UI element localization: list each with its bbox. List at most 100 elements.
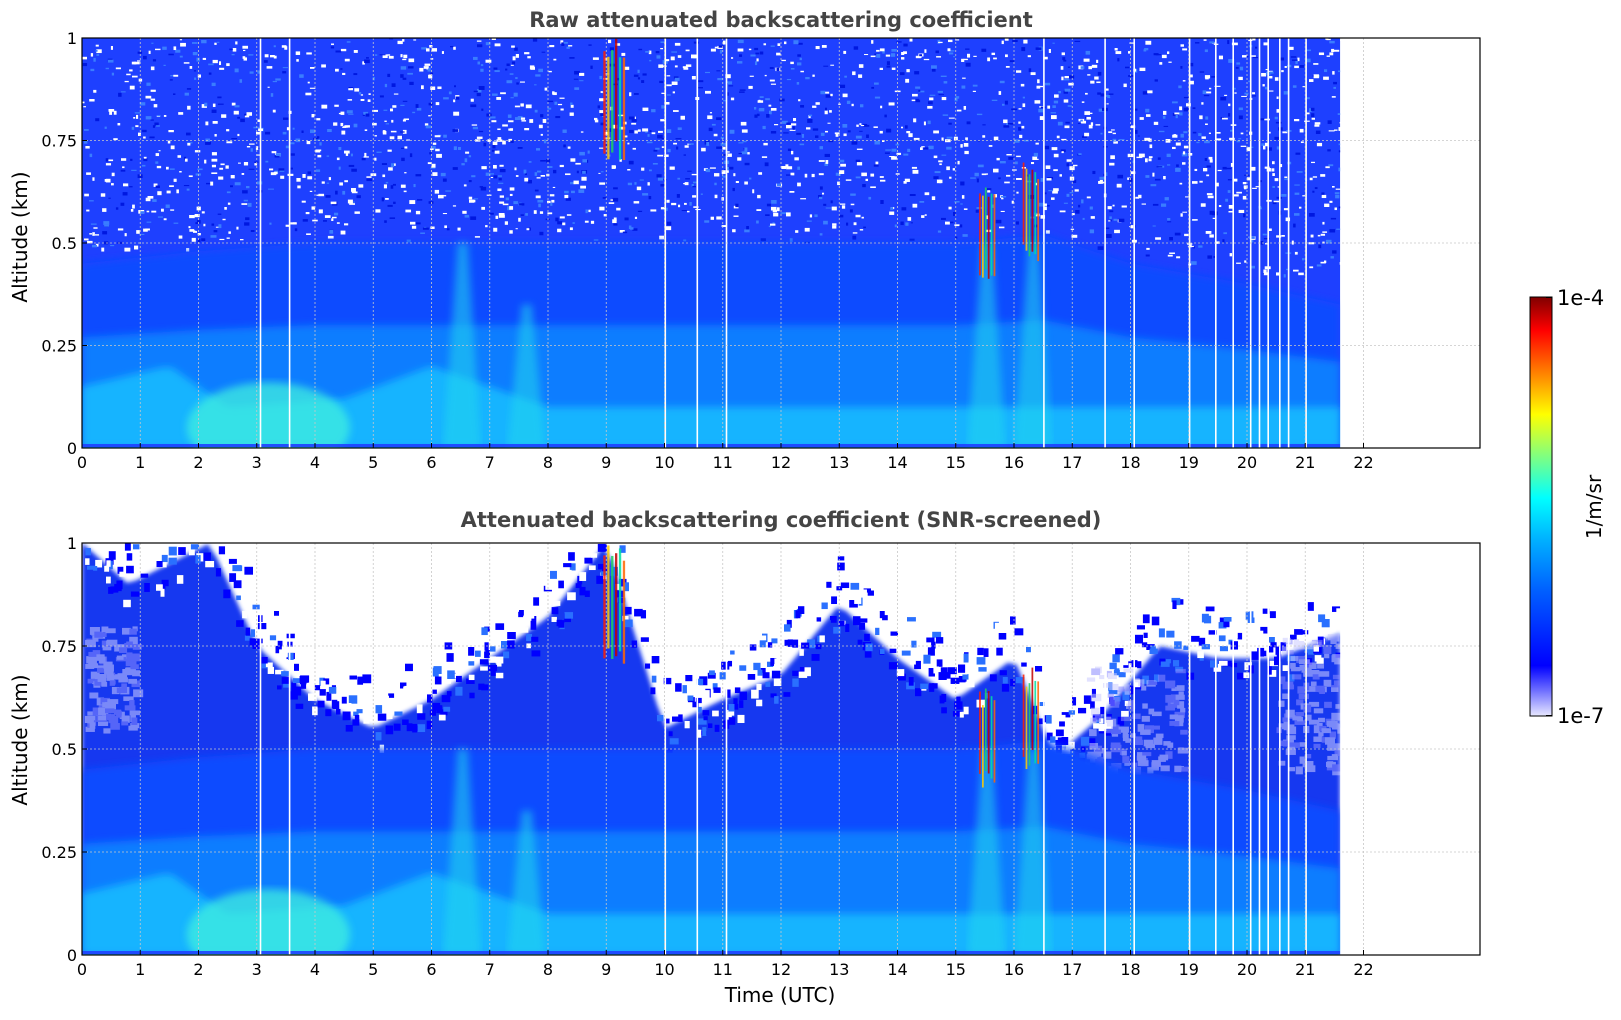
- x-tick-label: 9: [601, 960, 611, 979]
- x-tick-label: 18: [1120, 960, 1140, 979]
- x-tick-label: 7: [485, 960, 495, 979]
- data-gap: [1104, 38, 1106, 448]
- y-tick-label: 0: [67, 439, 77, 458]
- cloud-feature: [979, 688, 996, 788]
- screened-y-axis-label: Altitude (km): [8, 674, 32, 805]
- x-tick-label: 4: [310, 960, 320, 979]
- x-tick-label: 0: [77, 453, 87, 472]
- colorbar-max-label: 1e-4: [1557, 286, 1604, 310]
- x-tick-label: 6: [426, 960, 436, 979]
- y-tick-label: 0.5: [52, 740, 77, 759]
- data-gap: [1287, 38, 1290, 448]
- x-tick-label: 22: [1353, 453, 1373, 472]
- y-tick-label: 0.25: [41, 337, 77, 356]
- data-gap: [664, 543, 667, 955]
- y-tick-label: 0.25: [41, 843, 77, 862]
- surface-artifact: [82, 444, 1341, 447]
- x-tick-label: 2: [193, 453, 203, 472]
- raw-x-ticks: 0 1 2 3 4 5 6 7 8 9 10 11 12 13 14 15 16 17 18 19 20 21 22: [77, 443, 1374, 472]
- aerosol-plume: [1014, 749, 1052, 955]
- x-tick-label: 13: [829, 453, 849, 472]
- x-tick-label: 5: [368, 453, 378, 472]
- colorbar-min-label: 1e-7: [1557, 704, 1604, 728]
- x-tick-label: 21: [1295, 960, 1315, 979]
- x-tick-label: 7: [485, 453, 495, 472]
- x-tick-label: 17: [1062, 960, 1082, 979]
- x-tick-label: 3: [252, 960, 262, 979]
- x-tick-label: 13: [829, 960, 849, 979]
- screened-panel-title: Attenuated backscattering coefficient (S…: [461, 508, 1102, 532]
- raw-panel-title: Raw attenuated backscattering coefficien…: [529, 8, 1033, 32]
- x-tick-label: 22: [1353, 960, 1373, 979]
- colorbar-gradient: [1529, 296, 1553, 717]
- x-tick-label: 14: [887, 960, 907, 979]
- snr-screened-panel: Attenuated backscattering coefficient (S…: [8, 508, 1481, 1007]
- x-tick-label: 20: [1237, 453, 1257, 472]
- x-tick-label: 4: [310, 453, 320, 472]
- data-gap: [288, 38, 291, 448]
- data-gap: [1104, 543, 1106, 955]
- aerosol-plume: [507, 304, 546, 448]
- x-tick-label: 11: [713, 960, 733, 979]
- x-tick-label: 12: [771, 960, 791, 979]
- data-gap: [696, 38, 699, 448]
- raw-y-ticks: 0 0.25 0.5 0.75 1: [41, 29, 87, 458]
- data-gap: [1267, 38, 1269, 448]
- x-tick-label: 5: [368, 960, 378, 979]
- signal-edge-speckle: [85, 543, 1343, 772]
- screened-y-ticks: 0 0.25 0.5 0.75 1: [41, 534, 87, 965]
- cloud-feature: [1022, 667, 1040, 770]
- cloud-feature: [1022, 162, 1040, 262]
- x-tick-label: 8: [543, 453, 553, 472]
- x-tick-label: 3: [252, 453, 262, 472]
- colorbar: 1e-4 1e-7 1/m/sr: [1529, 286, 1606, 728]
- data-gap: [1232, 38, 1234, 448]
- x-tick-label: 17: [1062, 453, 1082, 472]
- x-tick-label: 12: [771, 453, 791, 472]
- data-gap: [1287, 543, 1290, 955]
- x-tick-label: 10: [654, 960, 674, 979]
- y-tick-label: 1: [67, 29, 77, 48]
- morning-cyan-patch: [186, 382, 350, 448]
- aerosol-plume: [507, 810, 546, 955]
- y-tick-label: 0: [67, 946, 77, 965]
- x-tick-label: 19: [1179, 453, 1199, 472]
- surface-artifact: [82, 951, 1341, 954]
- x-tick-label: 0: [77, 960, 87, 979]
- x-tick-label: 16: [1004, 960, 1024, 979]
- aerosol-plume: [1014, 243, 1052, 448]
- data-gap: [288, 543, 291, 955]
- x-tick-label: 8: [543, 960, 553, 979]
- x-axis-label: Time (UTC): [724, 983, 836, 1007]
- x-tick-label: 1: [135, 960, 145, 979]
- x-tick-label: 11: [713, 453, 733, 472]
- y-tick-label: 0.75: [41, 637, 77, 656]
- data-gap: [696, 543, 699, 955]
- data-gap: [1188, 38, 1191, 448]
- x-tick-label: 21: [1295, 453, 1315, 472]
- raw-backscatter-panel: Raw attenuated backscattering coefficien…: [8, 8, 1481, 472]
- morning-cyan-patch: [186, 889, 350, 955]
- x-tick-label: 16: [1004, 453, 1024, 472]
- colorbar-unit-label: 1/m/sr: [1582, 474, 1606, 539]
- x-tick-label: 14: [887, 453, 907, 472]
- raw-y-axis-label: Altitude (km): [8, 171, 32, 302]
- data-gap: [1232, 543, 1234, 955]
- x-tick-label: 19: [1179, 960, 1199, 979]
- data-gap: [259, 543, 262, 955]
- data-gap: [664, 38, 667, 448]
- data-gap: [1267, 543, 1269, 955]
- cloud-feature: [603, 545, 626, 664]
- x-tick-label: 2: [193, 960, 203, 979]
- x-tick-label: 20: [1237, 960, 1257, 979]
- x-tick-label: 9: [601, 453, 611, 472]
- x-tick-label: 6: [426, 453, 436, 472]
- y-tick-label: 0.5: [52, 234, 77, 253]
- x-tick-label: 1: [135, 453, 145, 472]
- x-tick-label: 15: [946, 960, 966, 979]
- data-gap: [259, 38, 262, 448]
- y-tick-label: 1: [67, 534, 77, 553]
- data-gap: [1188, 543, 1191, 955]
- cloud-feature: [603, 38, 626, 161]
